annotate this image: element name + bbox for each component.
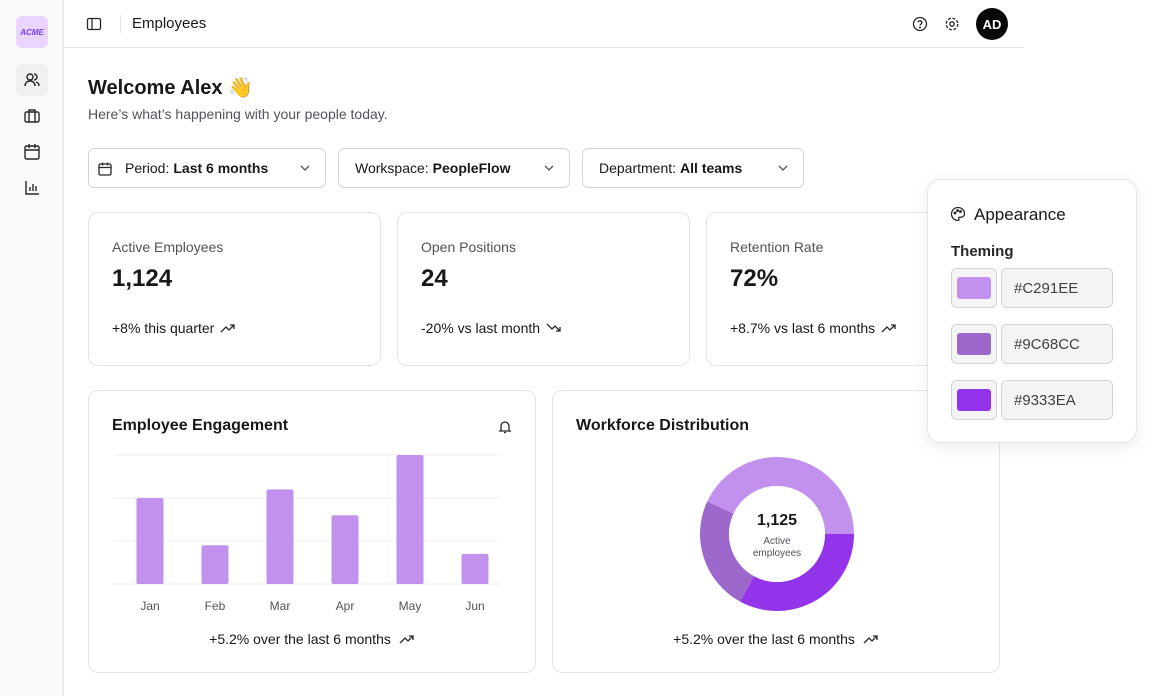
nav-chart[interactable] (16, 172, 48, 204)
swatch-row: #9C68CC (951, 324, 1113, 366)
stat-change: -20% vs last month (421, 320, 562, 336)
swatch-row: #C291EE (951, 268, 1113, 310)
page-title: Employees (132, 15, 207, 32)
stat-value: 1,124 (112, 265, 173, 292)
stat-card: Open Positions 24 -20% vs last month (397, 212, 690, 366)
welcome-title: Welcome Alex 👋 (88, 77, 253, 99)
stat-value: 24 (421, 265, 448, 292)
card-footer: +5.2% over the last 6 months (553, 631, 999, 647)
filter-value: All teams (680, 160, 743, 176)
donut-segment (700, 501, 755, 602)
stat-label: Open Positions (421, 239, 516, 255)
stat-change: +8% this quarter (112, 320, 236, 336)
divider (120, 15, 121, 33)
chevron (544, 165, 554, 171)
card-footer: +5.2% over the last 6 months (89, 631, 535, 647)
swatch-button[interactable] (951, 324, 997, 364)
logo[interactable]: ACME (16, 16, 48, 48)
filter-workspace[interactable]: Workspace: PeopleFlow (338, 148, 570, 188)
nav-briefcase[interactable] (16, 100, 48, 132)
stat-label: Active Employees (112, 239, 224, 255)
bar (396, 455, 424, 584)
filter-value: Last 6 months (173, 160, 269, 176)
avatar[interactable]: AD (976, 8, 1008, 40)
panel-title: Appearance (974, 205, 1066, 224)
bell-icon[interactable] (497, 419, 513, 435)
bar (201, 545, 229, 584)
donut-hole (729, 486, 825, 582)
palette-icon (950, 206, 966, 222)
swatch (957, 389, 991, 411)
x-tick-label: Feb (205, 599, 226, 613)
trend-up (220, 324, 235, 333)
sidebar: ACME (0, 0, 64, 696)
change-text: -20% vs last month (421, 320, 541, 336)
footer-text: +5.2% over the last 6 months (209, 631, 391, 647)
filter-value: PeopleFlow (432, 160, 511, 176)
bar (331, 515, 359, 584)
bar (266, 489, 294, 584)
x-tick-label: Jun (465, 599, 484, 613)
sidebar-toggle[interactable] (86, 16, 102, 32)
chevron (778, 165, 788, 171)
x-tick-label: May (399, 599, 422, 613)
center-label: Active employees (752, 536, 802, 559)
swatch (957, 333, 991, 355)
x-tick-label: Apr (336, 599, 355, 613)
stat-label: Retention Rate (730, 239, 824, 255)
filter-label: Department: (599, 160, 677, 176)
stat-value: 72% (730, 265, 779, 292)
engagement-card: Employee Engagement Jan Feb Mar Apr May Jun +… (88, 390, 536, 673)
filter-department[interactable]: Department: All teams (582, 148, 804, 188)
hex-input[interactable]: #9C68CC (1001, 324, 1113, 364)
x-tick-label: Mar (270, 599, 291, 613)
filter-label: Workspace: (355, 160, 429, 176)
trend-up (399, 635, 414, 644)
change-text: +8.7% vs last 6 months (730, 320, 876, 336)
trend-down (546, 323, 561, 332)
chevron (300, 165, 310, 171)
bar (461, 553, 489, 584)
swatch-button[interactable] (951, 380, 997, 420)
center-value: 1,125 (756, 512, 798, 529)
bar-chart: Jan Feb Mar Apr May Jun (113, 454, 501, 613)
header: Employees AD (64, 0, 1024, 48)
donut-chart (700, 456, 854, 611)
stat-card: Active Employees 1,124 +8% this quarter (88, 212, 381, 366)
welcome-subtitle: Here’s what’s happening with your people… (88, 106, 388, 122)
card-title: Employee Engagement (112, 417, 289, 434)
calendar-icon (98, 162, 112, 176)
hex-input[interactable]: #C291EE (1001, 268, 1113, 308)
card-title: Workforce Distribution (576, 417, 750, 434)
swatch-row: #9333EA (951, 380, 1113, 422)
footer-text: +5.2% over the last 6 months (673, 631, 855, 647)
stat-change: +8.7% vs last 6 months (730, 320, 897, 336)
x-tick-label: Jan (140, 599, 159, 613)
trend-up (863, 635, 878, 644)
trend-up (881, 324, 896, 333)
change-text: +8% this quarter (112, 320, 215, 336)
filter-period[interactable]: Period: Last 6 months (88, 148, 326, 188)
bar (136, 498, 164, 584)
donut-segment (740, 533, 854, 611)
help-icon[interactable] (912, 16, 928, 32)
donut-segment (707, 456, 854, 534)
swatch (957, 277, 991, 299)
nav-calendar[interactable] (16, 136, 48, 168)
people-icon (24, 73, 40, 87)
settings-icon[interactable] (944, 16, 960, 32)
panel-subtitle: Theming (951, 243, 1014, 260)
nav-people[interactable] (16, 64, 48, 96)
appearance-panel: Appearance Theming #C291EE #9C68CC #9333EA (927, 179, 1137, 443)
hex-input[interactable]: #9333EA (1001, 380, 1113, 420)
swatch-button[interactable] (951, 268, 997, 308)
distribution-card: Workforce Distribution 1,125 Active empl… (552, 390, 1000, 673)
filter-label: Period: (125, 160, 170, 176)
